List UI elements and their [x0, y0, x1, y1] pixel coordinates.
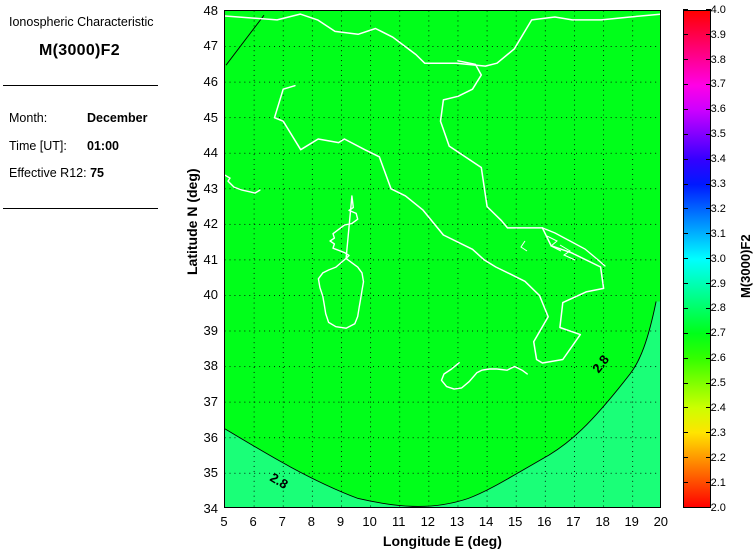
svg-text:2.8: 2.8	[589, 352, 612, 375]
